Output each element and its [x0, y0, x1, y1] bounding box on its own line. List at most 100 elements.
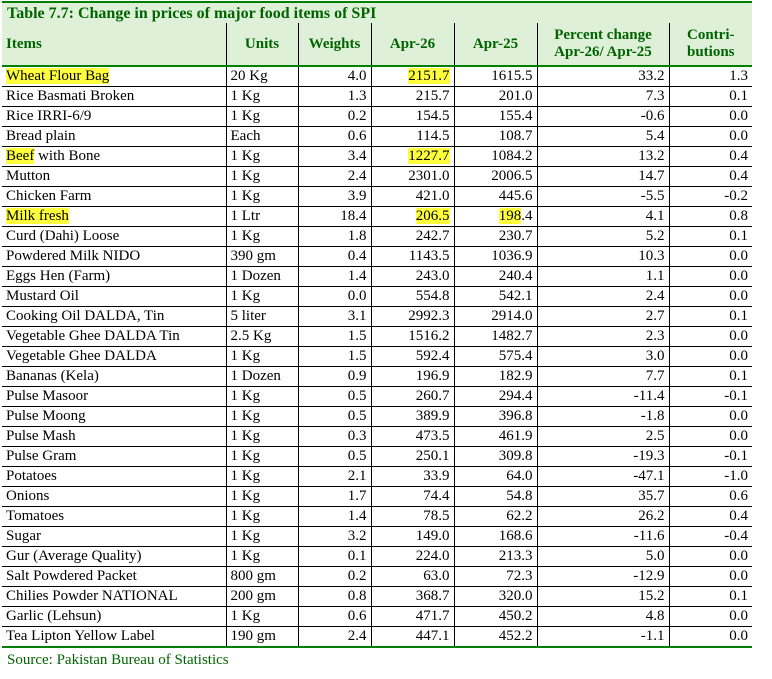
cell-item: Wheat Flour Bag	[2, 66, 226, 87]
cell-apr25-text: 168.6	[498, 528, 533, 544]
cell-unit-text: 1 Kg	[230, 388, 261, 404]
cell-weight-text: 1.7	[347, 488, 367, 504]
cell-item-text: Pulse Mash	[6, 428, 76, 444]
cell-contribution-text: 0.1	[729, 368, 748, 384]
table-row: Gur (Average Quality) 1 Kg 0.1 224.0 213.3 5.…	[2, 546, 752, 567]
cell-weight-text: 0.5	[347, 388, 367, 404]
cell-item-text: Bread plain	[6, 128, 76, 144]
cell-item-text: Milk fresh	[6, 208, 69, 224]
cell-weight-text: 0.2	[347, 108, 367, 124]
cell-apr26-text: 250.1	[415, 448, 450, 464]
cell-percent-change-text: 4.8	[645, 608, 665, 624]
cell-item: Mustard Oil	[2, 286, 226, 307]
cell-item: Curd (Dahi) Loose	[2, 226, 226, 247]
cell-item-text: Bananas (Kela)	[6, 368, 99, 384]
cell-apr25-text: 309.8	[498, 448, 533, 464]
cell-weight: 18.4	[297, 206, 371, 227]
cell-contribution: 0.0	[668, 546, 752, 567]
cell-apr25: 64.0	[453, 466, 537, 487]
table-row: Pulse Gram 1 Kg 0.5 250.1 309.8 -19.3 -0.1	[2, 446, 752, 467]
cell-weight-text: 1.3	[347, 88, 367, 104]
cell-item-text: Pulse Gram	[6, 448, 77, 464]
cell-contribution-text: 0.1	[729, 308, 748, 324]
cell-item: Pulse Gram	[2, 446, 226, 467]
cell-percent-change: 5.4	[536, 126, 669, 147]
cell-contribution: 0.0	[668, 346, 752, 367]
cell-contribution-text: 0.0	[729, 568, 748, 584]
cell-item: Beef with Bone	[2, 146, 226, 167]
cell-unit-text: 1 Kg	[230, 288, 261, 304]
cell-item-text: Onions	[6, 488, 50, 504]
cell-weight: 0.5	[297, 406, 371, 427]
cell-apr26-text: 63.0	[423, 568, 450, 584]
cell-contribution-text: 0.0	[729, 288, 748, 304]
header-row: Items Units Weights Apr-26 Apr-25 Percen…	[2, 23, 752, 67]
cell-weight-text: 2.4	[347, 628, 367, 644]
cell-unit-text: 1 Dozen	[230, 268, 281, 284]
cell-item: Eggs Hen (Farm)	[2, 266, 226, 287]
cell-weight: 0.6	[297, 606, 371, 627]
cell-contribution: 1.3	[668, 66, 752, 87]
cell-item: Potatoes	[2, 466, 226, 487]
cell-weight: 0.2	[297, 106, 371, 127]
cell-apr25-text: 452.2	[498, 628, 533, 644]
cell-item: Vegetable Ghee DALDA Tin	[2, 326, 226, 347]
cell-apr25: 461.9	[453, 426, 537, 447]
cell-unit-text: 1 Kg	[230, 188, 261, 204]
cell-apr26-text: 389.9	[415, 408, 450, 424]
cell-item-text: Vegetable Ghee DALDA	[6, 348, 157, 364]
cell-percent-change-text: 7.7	[645, 368, 665, 384]
header-items: Items	[2, 23, 226, 67]
cell-item-text: Gur (Average Quality)	[6, 548, 142, 564]
cell-apr26: 447.1	[370, 626, 454, 648]
cell-contribution-text: 0.1	[729, 228, 748, 244]
cell-apr25: 309.8	[453, 446, 537, 467]
cell-percent-change: -5.5	[536, 186, 669, 207]
cell-contribution-text: 0.0	[729, 428, 748, 444]
cell-contribution-text: 0.0	[729, 608, 748, 624]
cell-apr25-text: 294.4	[498, 388, 533, 404]
cell-apr25-text: 54.8	[506, 488, 533, 504]
cell-apr26-text: 471.7	[415, 608, 450, 624]
cell-percent-change: 3.0	[536, 346, 669, 367]
cell-weight-text: 0.5	[347, 408, 367, 424]
cell-item: Powdered Milk NIDO	[2, 246, 226, 267]
cell-contribution-text: -0.1	[724, 388, 748, 404]
cell-item: Vegetable Ghee DALDA	[2, 346, 226, 367]
cell-apr25-text: 213.3	[498, 548, 533, 564]
spi-price-table: Items Units Weights Apr-26 Apr-25 Percen…	[2, 23, 752, 648]
cell-contribution-text: 0.4	[729, 168, 748, 184]
cell-percent-change-text: 2.3	[645, 328, 665, 344]
cell-apr26: 473.5	[370, 426, 454, 447]
table-row: Salt Powdered Packet 800 gm 0.2 63.0 72.3 -12…	[2, 566, 752, 587]
cell-unit-text: 1 Dozen	[230, 368, 281, 384]
cell-contribution-text: -1.0	[724, 468, 748, 484]
table-row: Cooking Oil DALDA, Tin 5 liter 3.1 2992.3 29…	[2, 306, 752, 327]
cell-unit: 1 Kg	[225, 526, 298, 547]
cell-unit-text: 1 Kg	[230, 448, 261, 464]
cell-contribution-text: 0.0	[729, 248, 748, 264]
header-percent-change-line1: Percent change	[554, 27, 652, 43]
table-row: Mustard Oil 1 Kg 0.0 554.8 542.1 2.4 0.0	[2, 286, 752, 307]
cell-apr26: 2992.3	[370, 306, 454, 327]
cell-weight-text: 0.4	[347, 248, 367, 264]
cell-weight: 1.7	[297, 486, 371, 507]
cell-unit: Each	[225, 126, 298, 147]
cell-unit: 1 Kg	[225, 446, 298, 467]
cell-item: Rice IRRI-6/9	[2, 106, 226, 127]
cell-apr26: 78.5	[370, 506, 454, 527]
cell-apr26: 2301.0	[370, 166, 454, 187]
cell-apr26: 63.0	[370, 566, 454, 587]
cell-unit: 20 Kg	[225, 66, 298, 87]
cell-apr25-text: 1482.7	[491, 328, 533, 344]
cell-unit: 390 gm	[225, 246, 298, 267]
cell-percent-change: 10.3	[536, 246, 669, 267]
cell-contribution-text: 0.0	[729, 548, 748, 564]
cell-apr25: 72.3	[453, 566, 537, 587]
cell-unit: 1 Kg	[225, 226, 298, 247]
cell-item-text: Chicken Farm	[6, 188, 92, 204]
cell-weight-text: 1.5	[347, 328, 367, 344]
cell-percent-change-text: 3.0	[645, 348, 665, 364]
cell-weight-text: 0.1	[347, 548, 367, 564]
cell-weight-text: 0.8	[347, 588, 367, 604]
